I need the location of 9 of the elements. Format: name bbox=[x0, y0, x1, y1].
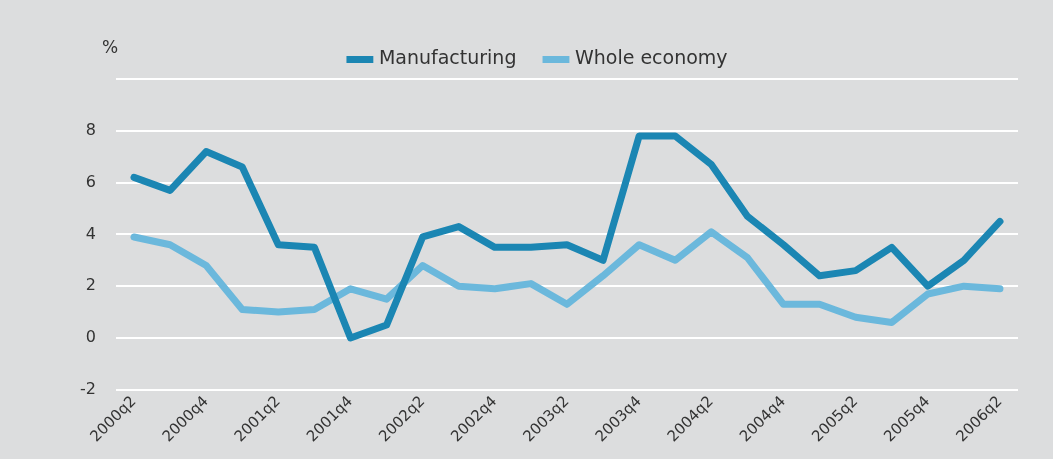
y-tick-label: 0 bbox=[85, 327, 96, 347]
legend-label: Whole economy bbox=[574, 46, 728, 69]
legend-label: Manufacturing bbox=[378, 46, 517, 69]
y-tick-label: 4 bbox=[85, 223, 96, 243]
y-tick-label: 8 bbox=[85, 119, 96, 139]
y-tick-label: 6 bbox=[85, 171, 96, 191]
y-tick-label: -2 bbox=[80, 378, 96, 398]
y-tick-label: 2 bbox=[85, 275, 96, 295]
y-axis-title: % bbox=[101, 37, 119, 58]
